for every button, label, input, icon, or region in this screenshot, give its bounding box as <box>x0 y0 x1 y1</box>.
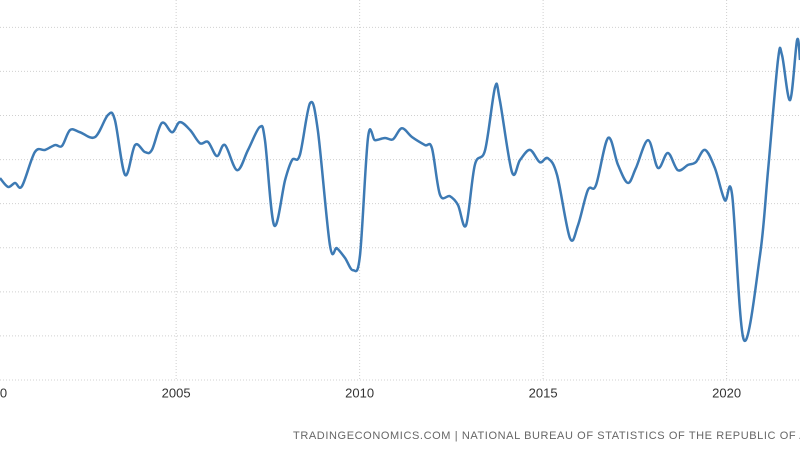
x-tick-label: 2020 <box>712 385 741 400</box>
x-tick-label: 2015 <box>529 385 558 400</box>
plot <box>0 37 800 343</box>
data-line <box>0 37 800 343</box>
x-tick-label: 2000 <box>0 385 7 400</box>
grid <box>0 0 800 381</box>
source-note: TRADINGECONOMICS.COM | NATIONAL BUREAU O… <box>293 430 800 442</box>
x-tick-label: 2010 <box>345 385 374 400</box>
x-tick-label: 2005 <box>162 385 191 400</box>
